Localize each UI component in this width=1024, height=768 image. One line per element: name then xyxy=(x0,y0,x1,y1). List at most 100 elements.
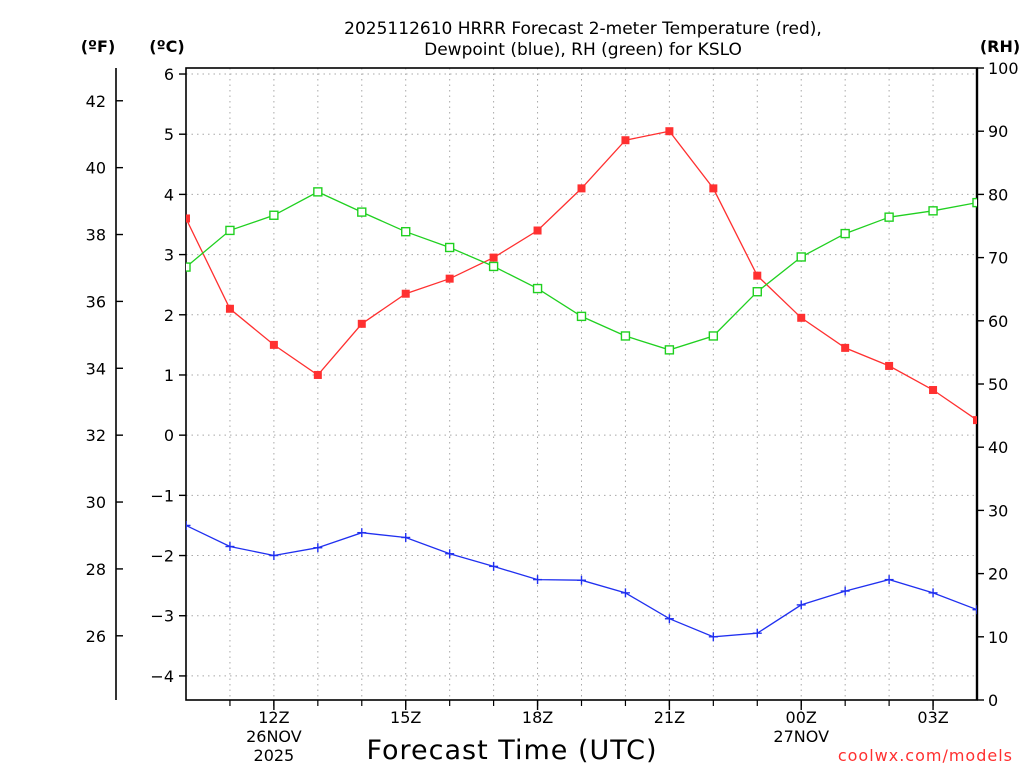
x-axis-label: Forecast Time (UTC) xyxy=(366,735,657,766)
x-tick-label: 21Z xyxy=(654,708,685,727)
rh-tick-label: 100 xyxy=(988,59,1019,78)
dewpoint-point xyxy=(401,532,411,542)
celsius-tick-label: 3 xyxy=(164,246,174,265)
dewpoint-point xyxy=(972,605,977,615)
rh-tick-label: 0 xyxy=(988,691,998,710)
chart-title-line1: 2025112610 HRRR Forecast 2-meter Tempera… xyxy=(344,19,822,39)
temperature-point xyxy=(753,271,762,280)
temperature-point xyxy=(621,136,630,145)
temperature-point xyxy=(269,340,278,349)
axes: −4−3−2−101234562628303234363840420102030… xyxy=(86,59,1019,765)
celsius-tick-label: 1 xyxy=(164,366,174,385)
chart-title-line2: Dewpoint (blue), RH (green) for KSLO xyxy=(424,40,742,60)
dewpoint-point xyxy=(533,575,543,585)
temperature-point xyxy=(885,361,894,370)
celsius-tick-label: −3 xyxy=(150,607,174,626)
dewpoint-point xyxy=(884,575,894,585)
celsius-unit-label: (ºC) xyxy=(149,37,184,56)
fahrenheit-tick-label: 30 xyxy=(86,493,106,512)
rh-point xyxy=(708,331,719,341)
rh-tick-label: 90 xyxy=(988,122,1008,141)
series-dewpoint xyxy=(186,520,977,642)
dewpoint-point xyxy=(708,632,718,642)
rh-point xyxy=(884,212,894,222)
rh-point xyxy=(972,197,977,208)
rh-point xyxy=(357,207,367,217)
rh-tick-label: 40 xyxy=(988,438,1008,457)
rh-tick-label: 10 xyxy=(988,628,1008,647)
rh-tick-label: 60 xyxy=(988,312,1008,331)
rh-point xyxy=(186,262,191,272)
temperature-point xyxy=(186,214,190,223)
temperature-point xyxy=(709,184,718,193)
credit-text: coolwx.com/models xyxy=(838,746,1013,765)
temperature-point xyxy=(665,127,674,136)
temperature-point xyxy=(533,226,542,235)
dewpoint-point xyxy=(620,588,630,598)
fahrenheit-tick-label: 36 xyxy=(86,292,106,311)
temperature-point xyxy=(445,274,454,283)
rh-point xyxy=(576,311,587,322)
temperature-point xyxy=(797,313,806,322)
rh-tick-label: 30 xyxy=(988,501,1008,520)
temperature-point xyxy=(489,253,498,262)
series-rh xyxy=(186,187,977,355)
celsius-tick-label: 5 xyxy=(164,125,174,144)
dewpoint-point xyxy=(269,551,279,561)
dewpoint-point xyxy=(186,520,191,530)
rh-point xyxy=(840,228,850,239)
rh-point xyxy=(532,283,543,294)
rh-point xyxy=(269,210,279,220)
rh-point xyxy=(620,331,631,341)
temperature-point xyxy=(357,319,366,328)
rh-point xyxy=(225,225,235,236)
data-series xyxy=(186,127,977,642)
dewpoint-point xyxy=(313,543,323,553)
x-tick-label: 2025 xyxy=(254,746,295,765)
rh-point xyxy=(928,206,938,216)
x-tick-label: 12Z xyxy=(258,708,289,727)
dewpoint-point xyxy=(840,586,850,596)
dewpoint-point xyxy=(225,542,235,552)
celsius-tick-label: −4 xyxy=(150,667,174,686)
celsius-tick-label: 6 xyxy=(164,65,174,84)
dewpoint-point xyxy=(445,549,455,559)
temperature-point xyxy=(313,370,322,379)
x-tick-label: 27NOV xyxy=(773,727,829,746)
celsius-tick-label: 0 xyxy=(164,426,174,445)
temperature-point xyxy=(577,184,586,193)
fahrenheit-tick-label: 28 xyxy=(86,560,106,579)
x-tick-label: 26NOV xyxy=(246,727,302,746)
fahrenheit-tick-label: 42 xyxy=(86,92,106,111)
rh-tick-label: 50 xyxy=(988,375,1008,394)
series-temperature xyxy=(186,127,977,425)
x-tick-label: 00Z xyxy=(786,708,817,727)
rh-point xyxy=(664,345,675,355)
fahrenheit-tick-label: 40 xyxy=(86,159,106,178)
temperature-point xyxy=(401,289,410,298)
rh-point xyxy=(488,261,499,272)
dewpoint-point xyxy=(796,600,806,610)
x-tick-label: 03Z xyxy=(917,708,948,727)
dewpoint-point xyxy=(664,614,674,624)
dewpoint-point xyxy=(577,575,586,585)
dewpoint-point xyxy=(928,588,938,598)
fahrenheit-tick-label: 34 xyxy=(86,359,106,378)
celsius-tick-label: 4 xyxy=(164,185,174,204)
rh-unit-label: (RH) xyxy=(980,37,1020,56)
temperature-point xyxy=(929,386,938,395)
grid-lines xyxy=(186,68,977,700)
rh-point xyxy=(313,187,323,197)
rh-line xyxy=(186,191,977,351)
dewpoint-point xyxy=(357,528,367,538)
temperature-point xyxy=(973,416,977,425)
temperature-point xyxy=(225,304,234,313)
celsius-tick-label: −2 xyxy=(150,547,174,566)
dewpoint-point xyxy=(752,628,762,638)
rh-point xyxy=(796,252,806,262)
celsius-tick-label: 2 xyxy=(164,306,174,325)
rh-point xyxy=(752,287,762,297)
x-tick-label: 15Z xyxy=(390,708,421,727)
